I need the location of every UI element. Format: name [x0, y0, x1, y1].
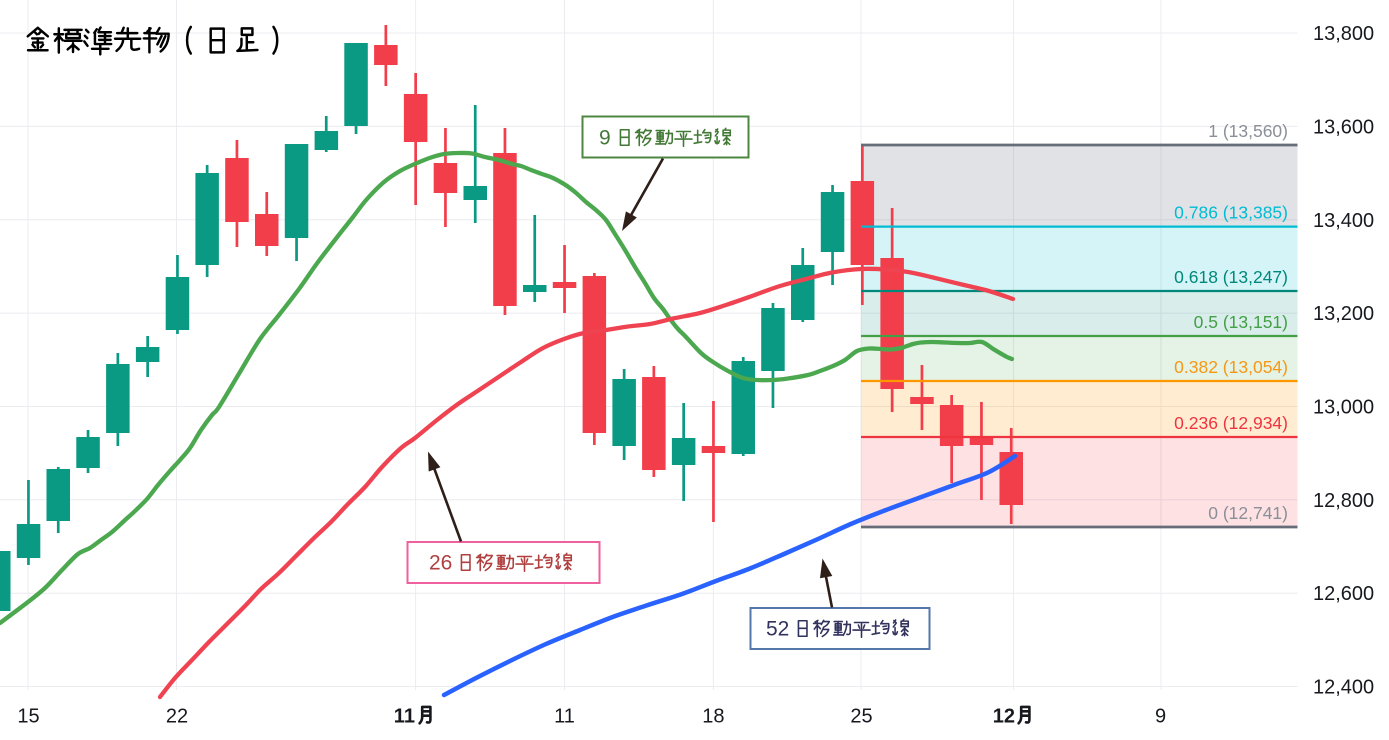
svg-text:0.236 (12,934): 0.236 (12,934) [1174, 413, 1288, 433]
svg-text:12,800: 12,800 [1313, 490, 1374, 512]
svg-text:13,600: 13,600 [1313, 116, 1374, 138]
svg-text:11: 11 [554, 706, 575, 728]
svg-text:0.5 (13,151): 0.5 (13,151) [1194, 312, 1288, 332]
svg-text:25: 25 [850, 706, 872, 728]
svg-text:52: 52 [766, 618, 789, 641]
svg-text:18: 18 [702, 706, 724, 728]
svg-text:11: 11 [394, 706, 415, 728]
svg-text:1 (13,560): 1 (13,560) [1208, 121, 1288, 141]
svg-text:13,200: 13,200 [1313, 303, 1374, 325]
svg-text:12,600: 12,600 [1313, 583, 1374, 605]
svg-text:0 (12,741): 0 (12,741) [1208, 503, 1288, 523]
svg-text:13,000: 13,000 [1313, 397, 1374, 419]
svg-text:13,800: 13,800 [1313, 23, 1374, 45]
svg-text:9: 9 [1155, 706, 1166, 728]
svg-text:26: 26 [429, 552, 452, 575]
svg-text:12,400: 12,400 [1313, 677, 1374, 699]
svg-text:22: 22 [166, 706, 188, 728]
svg-text:0.618 (13,247): 0.618 (13,247) [1174, 267, 1288, 287]
svg-text:15: 15 [17, 706, 39, 728]
svg-text:9: 9 [599, 127, 611, 150]
svg-text:0.786 (13,385): 0.786 (13,385) [1174, 203, 1288, 223]
svg-text:0.382 (13,054): 0.382 (13,054) [1174, 357, 1288, 377]
svg-text:13,400: 13,400 [1313, 210, 1374, 232]
svg-text:12: 12 [993, 706, 1015, 728]
